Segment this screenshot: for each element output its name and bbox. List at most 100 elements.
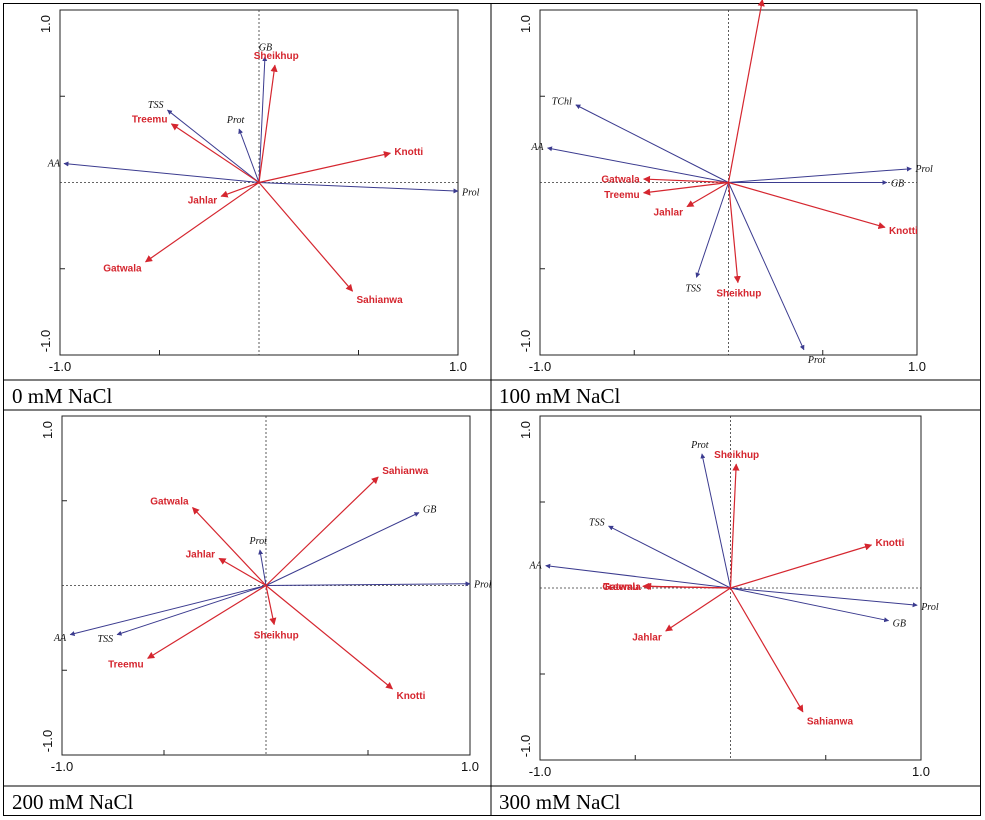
variable-label-prol: Prol [920, 602, 939, 613]
variable-arrow-tss [167, 109, 260, 183]
x-tick-label-min: -1.0 [49, 359, 71, 374]
caption-100mm: 100 mM NaCl [499, 384, 621, 408]
variable-label-gb: GB [259, 43, 272, 54]
genotype-arrow-sheikhup [265, 585, 277, 626]
genotype-label-sheikhup: Sheikhup [714, 450, 759, 461]
x-tick-label-min: -1.0 [529, 764, 551, 779]
genotype-arrow-sheikhup [727, 182, 741, 284]
biplot-panel-100mm: -1.01.01.0-1.0TChlAAProlGBTSSProtSahianw… [518, 0, 933, 374]
genotype-label-sahianwa: Sahianwa [357, 295, 404, 306]
genotype-arrow-jahlar [665, 587, 731, 632]
genotype-label-gatwala: Gatwala [103, 264, 142, 275]
genotype-arrow-jahlar [686, 181, 729, 208]
variable-label-gb: GB [423, 504, 436, 515]
genotype-label-knotti: Knotti [396, 691, 425, 702]
genotype-label-treemu: Treemu [108, 660, 144, 671]
genotype-arrow-sheikhup [729, 463, 740, 589]
y-tick-label-max: 1.0 [518, 15, 533, 33]
genotype-label-knotti: Knotti [394, 147, 423, 158]
genotype-arrow-gatwala [192, 507, 267, 586]
y-tick-label-min: -1.0 [38, 330, 53, 352]
y-tick-label-min: -1.0 [518, 330, 533, 352]
variable-label-prol: Prol [473, 580, 492, 591]
y-tick-label-max: 1.0 [40, 421, 55, 439]
genotype-arrow-knotti [728, 181, 886, 230]
genotype-label-sheikhup: Sheikhup [254, 630, 299, 641]
genotype-arrow-sheikhup [258, 64, 278, 183]
variable-arrow-prot [728, 182, 805, 351]
variable-label-gb: GB [891, 179, 904, 190]
variable-label-tss: TSS [589, 518, 605, 529]
variable-arrow-prol [258, 182, 459, 194]
genotype-arrow-sahianwa [727, 0, 765, 183]
genotype-label-treemu: Treemu [132, 114, 168, 125]
genotype-arrow-gatwala [642, 175, 729, 184]
variable-arrow-prol [730, 587, 918, 608]
genotype-label-jahlar: Jahlar [654, 208, 684, 219]
variable-arrow-aa [63, 161, 260, 183]
genotype-label-gatwala: Gatwala [602, 582, 641, 593]
y-tick-label-min: -1.0 [40, 730, 55, 752]
genotype-arrow-sahianwa [258, 182, 353, 292]
variable-label-tchl: TChl [552, 96, 572, 107]
genotype-arrow-jahlar [220, 181, 260, 198]
genotype-arrow-jahlar [218, 557, 267, 587]
variable-label-prot: Prot [690, 440, 709, 451]
variable-label-gb: GB [893, 619, 906, 630]
genotype-label-jahlar: Jahlar [186, 549, 216, 560]
genotype-label-knotti: Knotti [889, 226, 918, 237]
variable-label-tss: TSS [685, 283, 701, 294]
y-tick-label-max: 1.0 [38, 15, 53, 33]
genotype-arrow-treemu [170, 123, 260, 183]
variable-arrow-prot [700, 453, 731, 589]
variable-arrow-aa [547, 146, 729, 183]
genotype-arrow-treemu [642, 181, 729, 196]
variable-label-prol: Prol [461, 188, 480, 199]
variable-arrow-prol [728, 166, 912, 183]
genotype-label-sahianwa: Sahianwa [382, 466, 429, 477]
variable-label-prot: Prot [248, 536, 267, 547]
variable-label-prol: Prol [914, 164, 933, 175]
variable-label-prot: Prot [226, 115, 245, 126]
variable-label-aa: AA [47, 159, 61, 170]
x-tick-label-max: 1.0 [908, 359, 926, 374]
variable-arrow-aa [69, 585, 267, 636]
genotype-arrow-treemu [147, 584, 267, 659]
variable-arrow-prot [238, 128, 260, 183]
variable-arrow-tss [608, 525, 731, 589]
genotype-arrow-gatwala [144, 182, 260, 263]
biplot-panel-200mm: -1.0 1.0 1.0 -1.0 GB Prot Prol TSS AA Sahianwa Gat… [40, 415, 492, 774]
x-tick-label-max: 1.0 [449, 359, 467, 374]
variable-arrow-gb [258, 56, 268, 183]
genotype-label-gatwala: Gatwala [601, 175, 640, 186]
variable-label-aa: AA [53, 633, 67, 644]
x-tick-label-min: -1.0 [529, 359, 551, 374]
variable-arrow-aa [545, 563, 731, 589]
variable-arrow-gb [265, 512, 420, 586]
variable-label-tss: TSS [98, 634, 114, 645]
variable-label-aa: AA [530, 142, 544, 153]
genotype-label-gatwala: Gatwala [150, 496, 189, 507]
biplot-panel-0mm: -1.0 1.0 1.0 -1.0 GB TSS Prot AA Prol Sheikhup Tre… [38, 9, 480, 374]
genotype-label-sheikhup: Sheikhup [716, 289, 761, 300]
caption-300mm: 300 mM NaCl [499, 790, 621, 814]
variable-label-aa: AA [528, 560, 542, 571]
y-tick-label-min: -1.0 [518, 735, 533, 757]
x-tick-label-max: 1.0 [461, 759, 479, 774]
genotype-label-treemu: Treemu [604, 190, 640, 201]
table-grid [3, 3, 981, 816]
y-tick-label-max: 1.0 [518, 421, 533, 439]
x-tick-label-min: -1.0 [51, 759, 73, 774]
genotype-label-sahianwa: Sahianwa [807, 716, 854, 727]
variable-arrow-tss [116, 585, 267, 636]
variable-arrow-gb [730, 587, 890, 623]
genotype-label-treemu: Treemu [603, 582, 639, 593]
variable-arrow-tss [695, 182, 729, 278]
genotype-arrow-sahianwa [729, 587, 804, 713]
genotype-arrow-sahianwa [265, 476, 379, 586]
variable-label-tss: TSS [148, 100, 164, 111]
genotype-arrow-knotti [730, 543, 873, 589]
x-tick-label-max: 1.0 [912, 764, 930, 779]
genotype-arrow-gatwala [644, 582, 731, 591]
variable-label-prot: Prot [807, 355, 826, 366]
